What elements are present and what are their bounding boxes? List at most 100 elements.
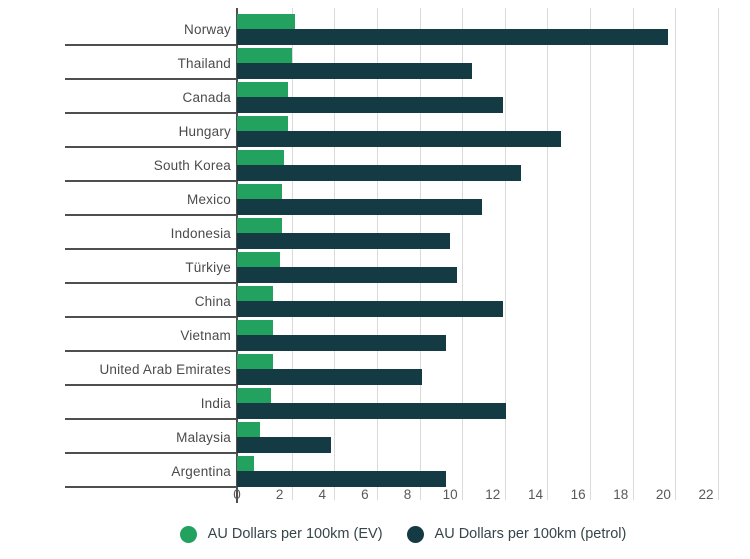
- country-label: Canada: [182, 89, 231, 105]
- country-label: Argentina: [171, 463, 231, 479]
- chart-row-t-rkiye: Türkiye: [0, 250, 750, 284]
- row-separator: [65, 350, 237, 352]
- country-label: China: [194, 293, 231, 309]
- bar-group: [237, 12, 706, 46]
- ev-bar: [237, 456, 255, 471]
- petrol-bar: [237, 165, 521, 181]
- petrol-bar: [237, 267, 457, 283]
- legend-swatch-petrol: [406, 525, 424, 543]
- chart-row-united-arab-emirates: United Arab Emirates: [0, 352, 750, 386]
- ev-bar: [237, 320, 274, 335]
- x-axis-ticks: 0 2 4 6 8 10 12 14 16 18 20 22: [233, 487, 713, 504]
- chart-row-mexico: Mexico: [0, 182, 750, 216]
- petrol-bar: [237, 301, 504, 317]
- chart-row-canada: Canada: [0, 80, 750, 114]
- gridlines: [237, 8, 719, 500]
- x-tick-label: 8: [403, 487, 412, 502]
- bar-group: [237, 148, 706, 182]
- chart-row-india: India: [0, 386, 750, 420]
- petrol-bar: [237, 471, 446, 487]
- row-separator: [65, 248, 237, 250]
- x-tick-label: 18: [613, 487, 629, 502]
- x-tick-label: 14: [527, 487, 543, 502]
- chart-row-hungary: Hungary: [0, 114, 750, 148]
- gridline: [675, 8, 677, 500]
- gridline: [334, 8, 336, 500]
- row-separator: [65, 78, 237, 80]
- ev-bar: [237, 184, 282, 199]
- bar-group: [237, 80, 706, 114]
- x-tick-label: 10: [442, 487, 458, 502]
- petrol-bar: [237, 403, 506, 419]
- bar-group: [237, 216, 706, 250]
- bar-group: [237, 420, 706, 454]
- gridline: [419, 8, 421, 500]
- x-tick-label: 16: [570, 487, 586, 502]
- chart-row-south-korea: South Korea: [0, 148, 750, 182]
- legend-label-petrol: AU Dollars per 100km (petrol): [434, 526, 627, 542]
- ev-bar: [237, 286, 274, 301]
- row-separator: [65, 112, 237, 114]
- x-tick-label: 6: [361, 487, 369, 502]
- gridline: [590, 8, 592, 500]
- country-label: Hungary: [178, 123, 231, 139]
- legend-item-ev: AU Dollars per 100km (EV): [179, 525, 383, 543]
- ev-bar: [237, 422, 261, 437]
- petrol-bar: [237, 63, 472, 79]
- country-label: Malaysia: [176, 429, 231, 445]
- chart-row-argentina: Argentina: [0, 454, 750, 488]
- petrol-bar: [237, 437, 331, 453]
- gridline: [504, 8, 506, 500]
- gridline: [718, 8, 719, 500]
- row-separator: [65, 452, 237, 454]
- bar-group: [237, 318, 706, 352]
- petrol-bar: [237, 199, 483, 215]
- ev-bar: [237, 218, 282, 233]
- ev-bar: [237, 252, 280, 267]
- petrol-bar: [237, 369, 423, 385]
- ev-bar: [237, 150, 284, 165]
- country-label: Türkiye: [185, 259, 231, 275]
- row-separator: [65, 44, 237, 46]
- bar-group: [237, 250, 706, 284]
- gridline: [376, 8, 378, 500]
- bar-group: [237, 46, 706, 80]
- ev-bar: [237, 48, 293, 63]
- ev-bar: [237, 354, 274, 369]
- row-separator: [65, 180, 237, 182]
- row-separator: [65, 486, 237, 488]
- bar-group: [237, 386, 706, 420]
- chart-row-norway: Norway: [0, 12, 750, 46]
- bar-group: [237, 182, 706, 216]
- country-label: Mexico: [187, 191, 231, 207]
- chart-row-indonesia: Indonesia: [0, 216, 750, 250]
- ev-bar: [237, 388, 272, 403]
- chart-row-vietnam: Vietnam: [0, 318, 750, 352]
- country-label: South Korea: [153, 157, 231, 173]
- legend-label-ev: AU Dollars per 100km (EV): [207, 526, 383, 542]
- row-separator: [65, 316, 237, 318]
- petrol-bar: [237, 335, 446, 351]
- gridline: [547, 8, 549, 500]
- bar-group: [237, 284, 706, 318]
- legend-item-petrol: AU Dollars per 100km (petrol): [406, 525, 627, 543]
- country-label: Norway: [184, 21, 231, 37]
- x-tick-label: 0: [233, 487, 241, 502]
- row-separator: [65, 418, 237, 420]
- country-label: Vietnam: [180, 327, 231, 343]
- bar-group: [237, 454, 706, 488]
- chart-row-china: China: [0, 284, 750, 318]
- bar-group: [237, 114, 706, 148]
- country-label: Thailand: [177, 55, 231, 71]
- legend-swatch-ev: [179, 525, 197, 543]
- row-separator: [65, 384, 237, 386]
- ev-bar: [237, 116, 289, 131]
- row-separator: [65, 282, 237, 284]
- gridline: [291, 8, 293, 500]
- ev-bar: [237, 14, 295, 29]
- country-label: India: [200, 395, 231, 411]
- petrol-bar: [237, 29, 668, 45]
- bar-group: [237, 352, 706, 386]
- country-label: Indonesia: [170, 225, 231, 241]
